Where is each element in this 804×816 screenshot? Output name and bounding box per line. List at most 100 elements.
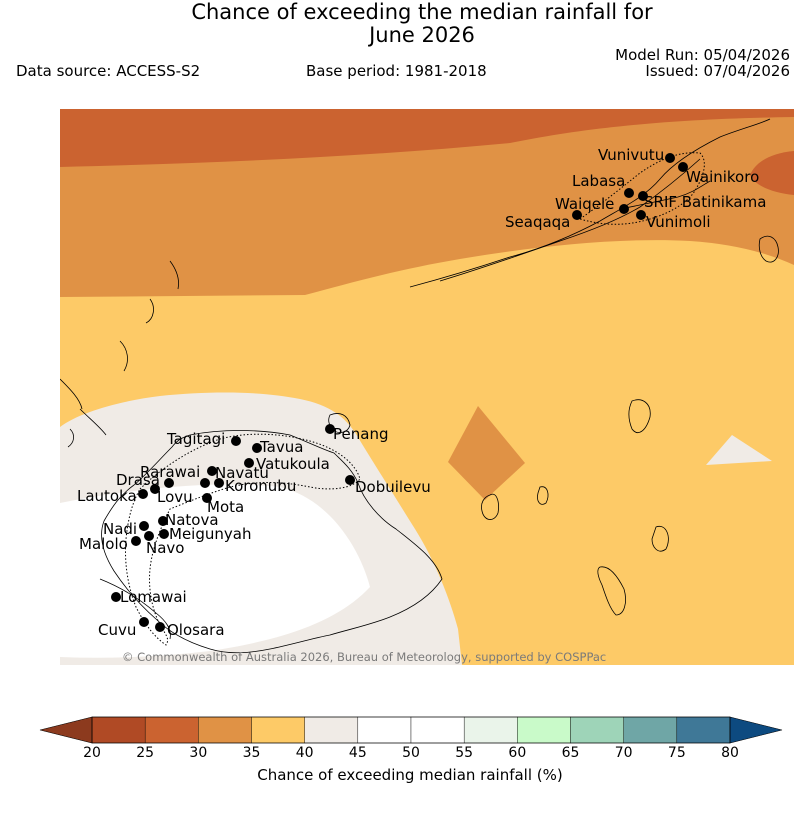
location-marker	[619, 204, 629, 214]
colorbar-cell	[410, 716, 465, 744]
colorbar-cell	[517, 716, 571, 744]
colorbar-cell	[91, 716, 146, 744]
location-markers	[111, 153, 688, 632]
location-label-tagitagi: Tagitagi	[167, 430, 226, 448]
colorbar-cells	[91, 716, 731, 744]
location-label-koronubu: Koronubu	[225, 477, 297, 495]
band-45-55	[60, 484, 370, 658]
location-marker	[150, 484, 160, 494]
coastline-lau-5	[537, 486, 549, 505]
location-label-navo: Navo	[146, 539, 185, 557]
coastline-lau-2	[481, 493, 499, 520]
location-marker	[158, 516, 168, 526]
location-label-tavua: Tavua	[260, 438, 304, 456]
location-marker	[164, 478, 174, 488]
location-marker	[231, 436, 241, 446]
coastline-north-islets	[619, 180, 711, 210]
colorbar-tick-label: 70	[614, 745, 633, 761]
colorbar-tick-label: 45	[348, 745, 367, 761]
coastline-vanua-levu	[409, 118, 771, 288]
colorbar-cell	[570, 716, 624, 744]
location-label-malolo: Malolo	[79, 535, 128, 553]
location-marker	[144, 531, 154, 541]
location-label-seaqaqa: Seaqaqa	[505, 213, 571, 231]
location-marker	[139, 521, 149, 531]
district-viti-levu	[125, 433, 361, 646]
location-marker	[138, 489, 148, 499]
location-label-wainikoro: Wainikoro	[686, 168, 760, 186]
colorbar-tick-label: 40	[295, 745, 314, 761]
location-marker	[678, 162, 688, 172]
location-label-mota: Mota	[207, 498, 245, 516]
colorbar-cell	[198, 716, 252, 744]
colorbar-tick-label: 35	[242, 745, 261, 761]
band-25-30-east	[750, 151, 794, 195]
colorbar-cell	[676, 716, 731, 744]
location-marker	[111, 592, 121, 602]
colorbar-cell	[304, 716, 359, 744]
coastline-ovalau	[328, 413, 351, 433]
rainfall-outlook-map[interactable]: Vunivutu Wainikoro Labasa SRIF Batinikam…	[60, 109, 794, 665]
location-label-rarawai: Rarawai	[140, 463, 201, 481]
colorbar-cell	[357, 716, 412, 744]
location-marker	[131, 536, 141, 546]
map-canvas	[60, 109, 794, 665]
location-label-vunivutu: Vunivutu	[598, 146, 665, 164]
colorbar-tick-label: 50	[402, 745, 420, 761]
location-label-lovu: Lovu	[157, 488, 193, 506]
location-label-vatukoula: Vatukoula	[256, 455, 330, 473]
band-30-35-east-lobe	[448, 406, 525, 500]
colorbar-cell	[463, 716, 518, 744]
copyright-notice: © Commonwealth of Australia 2026, Bureau…	[122, 650, 607, 664]
location-marker	[214, 478, 224, 488]
location-label-srif-batinikama: SRIF Batinikama	[644, 193, 767, 211]
location-marker	[636, 210, 646, 220]
base-period-label: Base period: 1981-2018	[306, 62, 487, 80]
colorbar-tick-label: 60	[508, 745, 527, 761]
coastline-kadavu	[99, 578, 171, 640]
location-label-waiqele: Waiqele	[555, 195, 615, 213]
coastline-west-isles	[60, 260, 179, 410]
location-marker	[202, 493, 212, 503]
coastline-yasawa	[67, 408, 107, 448]
location-label-meigunyah: Meigunyah	[169, 525, 252, 543]
location-marker	[159, 529, 169, 539]
district-vanua-levu	[578, 152, 705, 225]
issued-label: Issued: 07/04/2026	[645, 62, 790, 80]
colorbar-tick-label: 80	[721, 745, 739, 761]
band-25-30	[60, 109, 794, 167]
location-label-drasa: Drasa	[116, 471, 160, 489]
location-marker	[665, 153, 675, 163]
location-marker	[325, 424, 335, 434]
location-label-olosara: Olosara	[167, 621, 225, 639]
colorbar-under-arrow	[39, 716, 93, 744]
colorbar-tick-label: 20	[83, 745, 101, 761]
model-run-label: Model Run: 05/04/2026	[615, 46, 790, 64]
location-marker	[139, 617, 149, 627]
coastline-lau-4	[651, 525, 669, 552]
colorbar-cell	[251, 716, 305, 744]
location-label-nadi: Nadi	[103, 520, 138, 538]
map-title-line-2: June 2026	[369, 23, 475, 47]
location-marker	[572, 210, 582, 220]
district-boundaries	[125, 152, 705, 646]
colorbar-tick-label: 30	[189, 745, 208, 761]
colorbar-tick-label: 25	[136, 745, 155, 761]
data-source-label: Data source: ACCESS-S2	[16, 62, 201, 80]
location-label-lautoka: Lautoka	[77, 487, 137, 505]
colorbar-tick-label: 75	[667, 745, 686, 761]
location-label-labasa: Labasa	[572, 172, 626, 190]
location-marker	[155, 622, 165, 632]
coastline-taveuni	[758, 235, 779, 263]
location-marker	[244, 458, 254, 468]
coastline-lau-3	[597, 566, 626, 616]
location-marker	[638, 191, 648, 201]
band-40-45-east	[706, 435, 772, 465]
location-marker	[624, 188, 634, 198]
location-marker	[200, 478, 210, 488]
colorbar	[39, 716, 783, 744]
location-marker	[345, 475, 355, 485]
colorbar-cell	[144, 716, 199, 744]
location-label-cuvu: Cuvu	[98, 621, 137, 639]
coastlines	[60, 118, 779, 654]
